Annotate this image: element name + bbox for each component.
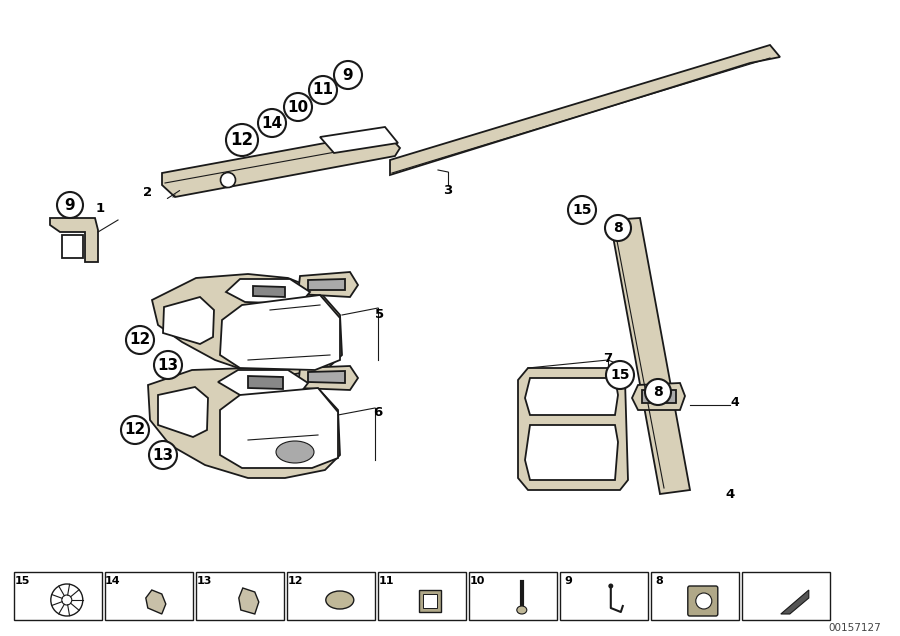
Text: 00157127: 00157127 — [829, 623, 881, 633]
Text: 13: 13 — [158, 357, 178, 373]
Circle shape — [309, 76, 337, 104]
Circle shape — [258, 109, 286, 137]
Bar — [651, 572, 739, 620]
Text: 11: 11 — [378, 576, 394, 586]
Text: 12: 12 — [230, 131, 254, 149]
Circle shape — [226, 124, 258, 156]
Polygon shape — [152, 274, 342, 375]
Text: 15: 15 — [572, 203, 592, 217]
Polygon shape — [163, 297, 214, 344]
Bar — [742, 572, 830, 620]
Text: 6: 6 — [374, 406, 382, 418]
Text: 1: 1 — [95, 202, 104, 214]
Polygon shape — [308, 279, 345, 290]
Polygon shape — [518, 368, 628, 490]
Polygon shape — [390, 45, 780, 175]
Polygon shape — [253, 286, 285, 297]
Text: 4: 4 — [725, 488, 734, 502]
Circle shape — [62, 595, 72, 605]
Polygon shape — [632, 383, 685, 410]
Text: 10: 10 — [469, 576, 485, 586]
Circle shape — [608, 583, 613, 588]
Circle shape — [334, 61, 362, 89]
Text: 15: 15 — [610, 368, 630, 382]
Text: 12: 12 — [124, 422, 146, 438]
Text: 11: 11 — [312, 83, 334, 97]
Ellipse shape — [276, 441, 314, 463]
Ellipse shape — [326, 591, 354, 609]
Circle shape — [57, 192, 83, 218]
Polygon shape — [220, 295, 340, 370]
Polygon shape — [525, 378, 618, 415]
Polygon shape — [298, 272, 358, 297]
Circle shape — [645, 379, 671, 405]
Circle shape — [696, 593, 712, 609]
Bar — [418, 590, 441, 612]
Ellipse shape — [517, 606, 526, 614]
Polygon shape — [320, 127, 398, 153]
Bar — [378, 572, 466, 620]
Polygon shape — [50, 218, 98, 262]
Text: 13: 13 — [196, 576, 211, 586]
Bar — [423, 594, 436, 608]
Text: 14: 14 — [261, 116, 283, 130]
Text: 12: 12 — [130, 333, 150, 347]
Polygon shape — [220, 388, 338, 468]
Bar — [14, 572, 102, 620]
Text: 3: 3 — [444, 184, 453, 197]
Bar — [105, 572, 193, 620]
Text: 5: 5 — [375, 308, 384, 322]
Text: 12: 12 — [287, 576, 302, 586]
Bar — [196, 572, 284, 620]
Polygon shape — [298, 366, 358, 390]
Circle shape — [154, 351, 182, 379]
Polygon shape — [238, 588, 259, 614]
Bar — [287, 572, 375, 620]
Circle shape — [606, 361, 634, 389]
Polygon shape — [248, 376, 283, 389]
Polygon shape — [226, 279, 310, 304]
Text: 8: 8 — [655, 576, 663, 586]
Text: 9: 9 — [564, 576, 572, 586]
Polygon shape — [218, 370, 308, 396]
Circle shape — [284, 93, 312, 121]
Text: 2: 2 — [143, 186, 153, 200]
Polygon shape — [146, 590, 166, 614]
Polygon shape — [642, 390, 676, 403]
Polygon shape — [610, 218, 690, 494]
FancyBboxPatch shape — [688, 586, 718, 616]
Bar — [560, 572, 648, 620]
Polygon shape — [162, 132, 400, 197]
Polygon shape — [62, 235, 83, 258]
Text: 8: 8 — [653, 385, 663, 399]
Text: 9: 9 — [343, 67, 354, 83]
Circle shape — [126, 326, 154, 354]
Polygon shape — [525, 425, 618, 480]
Text: 8: 8 — [613, 221, 623, 235]
Text: 10: 10 — [287, 99, 309, 114]
Polygon shape — [308, 371, 345, 383]
Text: 9: 9 — [65, 198, 76, 212]
Text: 4: 4 — [731, 396, 740, 408]
Text: 14: 14 — [105, 576, 121, 586]
Polygon shape — [781, 590, 809, 614]
Polygon shape — [158, 387, 208, 437]
Circle shape — [50, 584, 83, 616]
Circle shape — [220, 172, 236, 188]
Text: 13: 13 — [152, 448, 174, 462]
Circle shape — [121, 416, 149, 444]
Circle shape — [149, 441, 177, 469]
Circle shape — [568, 196, 596, 224]
Bar — [469, 572, 557, 620]
Text: 7: 7 — [603, 352, 613, 364]
Polygon shape — [148, 368, 340, 478]
Text: 15: 15 — [14, 576, 30, 586]
Circle shape — [605, 215, 631, 241]
